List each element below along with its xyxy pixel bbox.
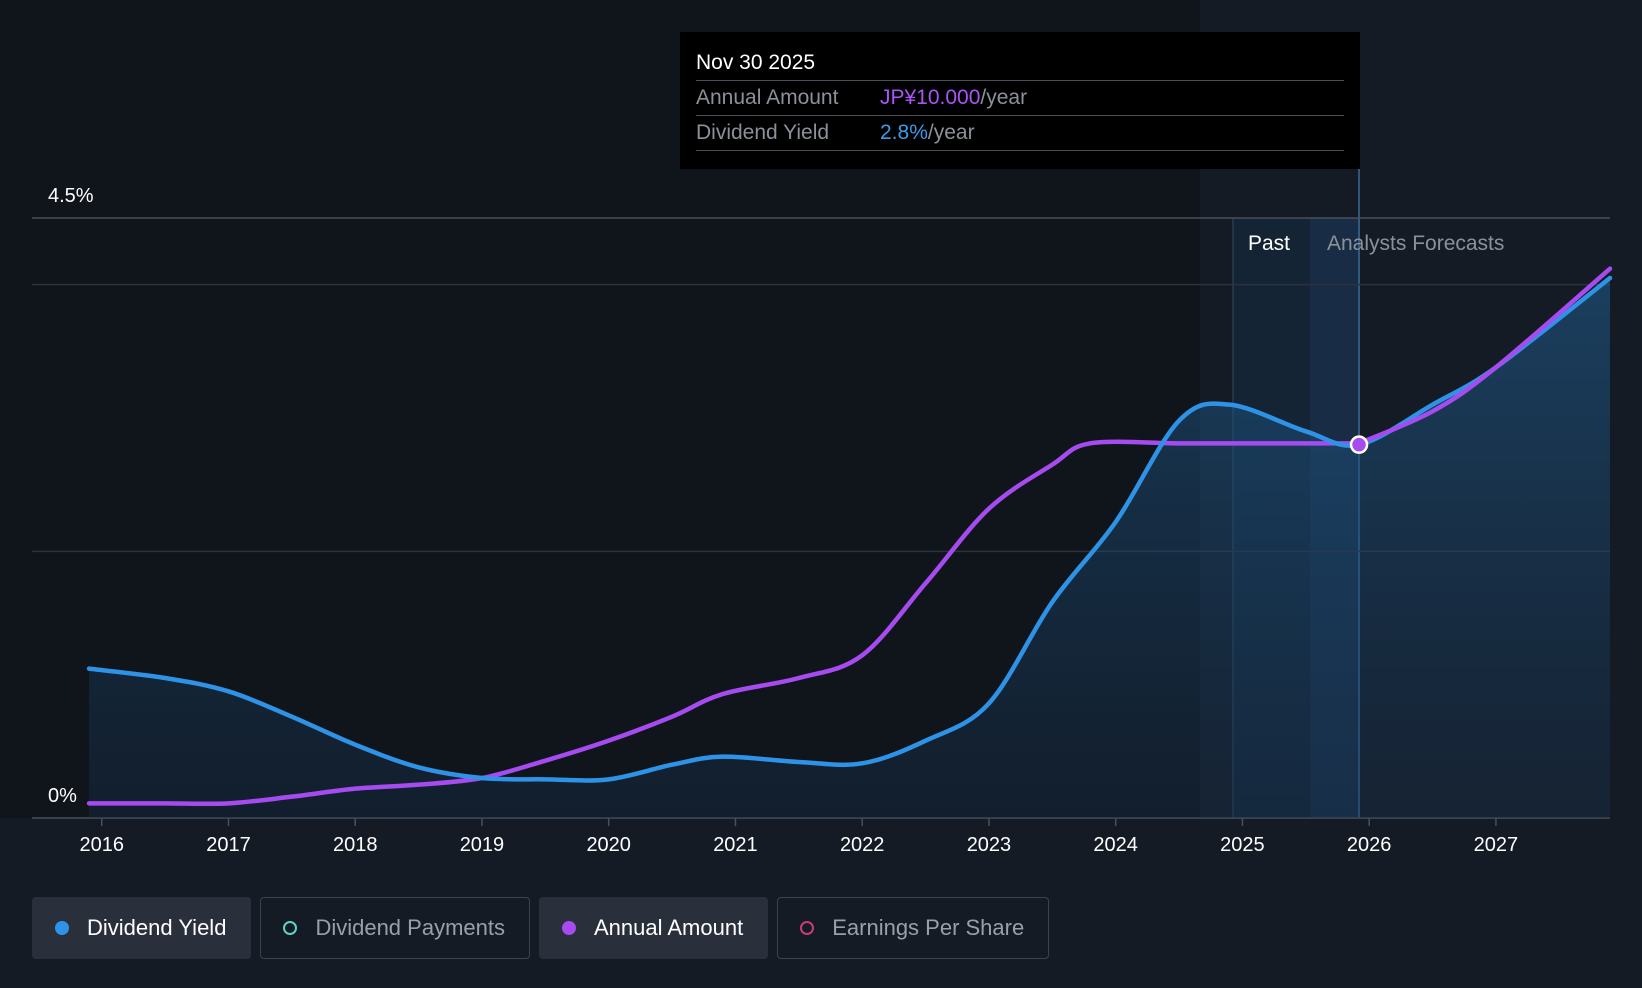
tooltip-unit: /year [927,121,975,144]
legend-dot-icon [55,921,69,935]
x-tick-label: 2022 [840,834,885,856]
x-tick-label: 2016 [79,834,124,856]
x-tick-label: 2024 [1093,834,1138,856]
highlight-point[interactable] [1349,435,1369,454]
tooltip-value: JP¥10.000 [880,86,981,109]
legend-dot-icon [800,921,815,935]
tooltip-row-annual-amount: Annual Amount JP¥10.000 /year [696,80,1344,115]
forecast-amount-line [1356,266,1613,446]
forecast-label: Analysts Forecasts [1327,232,1504,255]
x-tick-label: 2017 [206,834,251,856]
legend-dividend-yield[interactable]: Dividend Yield [32,897,252,959]
x-axis: 2016 2017 2018 2019 2020 2021 2022 2023 2024 2025… [79,818,1518,856]
tooltip-label: Dividend Yield [696,121,830,144]
x-tick-label: 2018 [333,834,378,856]
legend-label: Annual Amount [593,915,744,940]
legend-label: Dividend Yield [87,915,227,940]
dividend-yield-area [89,278,1611,818]
legend-label: Dividend Payments [315,915,505,940]
x-tick-label: 2023 [967,834,1012,856]
x-tick-label: 2019 [460,834,505,856]
y-tick-top: 4.5% [48,185,94,207]
legend-earnings-per-share[interactable]: Earnings Per Share [777,897,1050,959]
legend-dot-icon [283,921,298,935]
tooltip-unit: /year [980,86,1028,109]
x-tick-label: 2026 [1347,834,1392,856]
legend-dividend-payments[interactable]: Dividend Payments [260,897,530,959]
dividend-yield-line [86,275,1613,783]
legend-annual-amount[interactable]: Annual Amount [538,897,769,959]
legend: Dividend Yield Dividend Payments Annual … [32,897,1050,959]
tooltip-value: 2.8% [880,121,928,144]
tooltip-label: Annual Amount [696,86,839,109]
past-label: Past [1248,232,1290,255]
x-tick-label: 2027 [1474,834,1519,856]
y-tick-bottom: 0% [48,785,77,807]
x-tick-label: 2020 [586,834,631,856]
tooltip-row-dividend-yield: Dividend Yield 2.8% /year [696,115,1344,151]
x-tick-label: 2021 [713,834,758,856]
x-tick-label: 2025 [1220,834,1265,856]
tooltip-date: Nov 30 2025 [696,51,816,74]
annual-amount-line [86,439,1362,807]
legend-dot-icon [561,921,576,935]
legend-label: Earnings Per Share [832,915,1025,940]
tooltip: Nov 30 2025 Annual Amount JP¥10.000 /yea… [680,32,1360,169]
